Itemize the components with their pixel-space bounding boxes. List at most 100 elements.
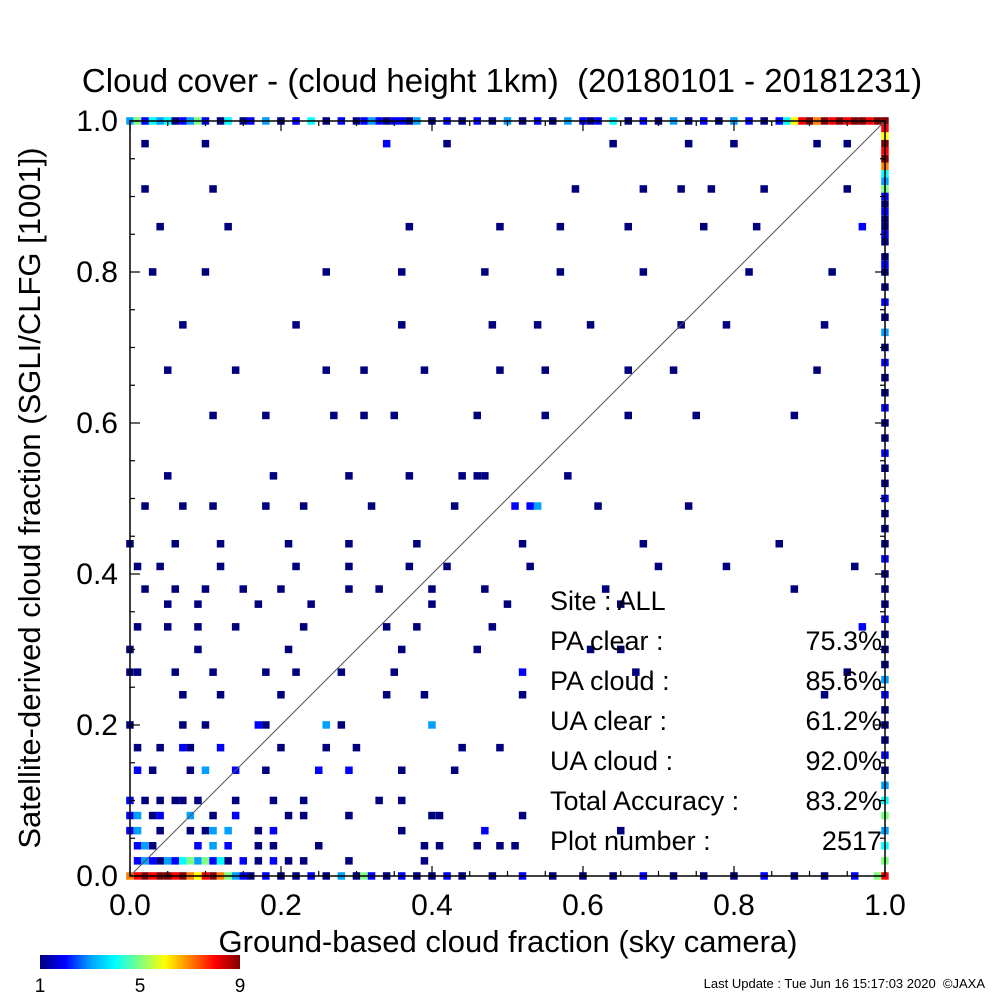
heatmap-cell (518, 691, 527, 699)
heatmap-cell (224, 842, 232, 850)
heatmap-cell (179, 502, 187, 510)
heatmap-cell (398, 321, 406, 329)
heatmap-cell (820, 321, 829, 329)
y-tick-label: 1.0 (76, 105, 118, 138)
statistics-box: Site : ALL PA clear : 75.3% PA cloud : 85.6%… (550, 586, 882, 856)
heatmap-cell (677, 185, 685, 193)
stat-value: 61.2% (805, 706, 882, 736)
heatmap-cell (435, 811, 444, 820)
heatmap-cell (254, 600, 263, 608)
heatmap-cell (186, 766, 195, 774)
heatmap-cell (216, 540, 225, 548)
heatmap-cell (322, 366, 330, 374)
heatmap-cell (624, 411, 632, 420)
heatmap-cell (284, 857, 293, 865)
heatmap-cell (533, 321, 542, 329)
heatmap-cell (398, 796, 406, 805)
heatmap-cell (775, 540, 783, 548)
x-tick-label: 0.8 (713, 889, 755, 922)
heatmap-cell (564, 472, 572, 480)
heatmap-cell (224, 857, 232, 865)
heatmap-cell (231, 811, 240, 820)
heatmap-cell (141, 842, 149, 850)
heatmap-cell (277, 691, 285, 699)
heatmap-cell (133, 623, 142, 631)
heatmap-cell (194, 796, 202, 805)
heatmap-cell (511, 502, 519, 510)
heatmap-cell (669, 366, 678, 374)
heatmap-cell (481, 585, 489, 593)
stat-label: PA cloud : (550, 666, 670, 696)
heatmap-cell (760, 185, 768, 193)
heatmap-cell (428, 600, 436, 608)
heatmap-cell (624, 366, 632, 374)
colorbar-tick-label: 1 (35, 976, 46, 997)
heatmap-cell (269, 826, 278, 835)
heatmap-cell (231, 366, 240, 374)
heatmap-cell (299, 502, 308, 510)
heatmap-cell (413, 623, 421, 631)
heatmap-cell (511, 842, 519, 850)
heatmap-cell (231, 796, 240, 805)
heatmap-cell (405, 222, 414, 231)
heatmap-cell (722, 562, 731, 571)
heatmap-cell (413, 540, 421, 548)
heatmap-cell (571, 185, 580, 193)
x-axis-label: Ground-based cloud fraction (sky camera) (219, 924, 798, 959)
heatmap-cell (790, 585, 799, 593)
heatmap-cell (526, 562, 534, 571)
heatmap-cell (148, 766, 157, 774)
heatmap-cell (148, 842, 157, 850)
heatmap-cell (209, 668, 217, 676)
heatmap-cell (262, 766, 270, 774)
heatmap-cell (269, 796, 278, 805)
y-tick-label: 0.6 (76, 407, 118, 440)
heatmap-cell (194, 623, 202, 631)
heatmap-cell (262, 411, 270, 420)
heatmap-cell (405, 562, 414, 571)
x-tick-label: 1.0 (864, 889, 906, 922)
heatmap-cell (148, 268, 157, 276)
heatmap-cell (156, 826, 164, 835)
heatmap-cell (284, 645, 293, 654)
heatmap-cell (473, 645, 481, 654)
stat-label: UA clear : (550, 706, 667, 736)
heatmap-cell (345, 811, 353, 820)
heatmap-cell (420, 366, 429, 374)
heatmap-cell (692, 411, 700, 420)
heatmap-cell (171, 585, 179, 593)
chart-title: Cloud cover - (cloud height 1km) (201801… (82, 62, 922, 99)
heatmap-cell (632, 668, 640, 676)
heatmap-cell (820, 691, 829, 699)
heatmap-cell (390, 668, 398, 676)
heatmap-cell (141, 502, 149, 510)
heatmap-cell (224, 826, 232, 835)
heatmap-cell (586, 645, 595, 654)
heatmap-cell (186, 826, 195, 835)
stat-value: 2517 (822, 826, 882, 856)
x-tick-label: 0.6 (562, 889, 604, 922)
last-update-footer: Last Update : Tue Jun 16 15:17:03 2020 ©… (704, 976, 986, 991)
heatmap-cell (164, 472, 172, 480)
heatmap-cell (420, 857, 429, 865)
heatmap-cell (254, 842, 263, 850)
heatmap-cell (330, 411, 338, 420)
colorbar-tick-label: 9 (235, 976, 246, 997)
heatmap-cell (345, 472, 353, 480)
heatmap-cell (186, 857, 195, 865)
heatmap-cell (322, 721, 330, 729)
heatmap-cell (315, 842, 323, 850)
heatmap-cell (133, 668, 142, 676)
heatmap-cell (269, 842, 278, 850)
heatmap-cell (262, 502, 270, 510)
heatmap-cell (156, 562, 164, 571)
heatmap-cell (186, 743, 195, 752)
heatmap-cell (382, 139, 391, 148)
heatmap-cell (443, 139, 451, 148)
heatmap-cell (216, 743, 225, 752)
heatmap-cell (382, 623, 391, 631)
heatmap-cell (292, 668, 300, 676)
heatmap-cell (262, 668, 270, 676)
heatmap-cell (375, 585, 383, 593)
heatmap-cell (533, 502, 542, 510)
